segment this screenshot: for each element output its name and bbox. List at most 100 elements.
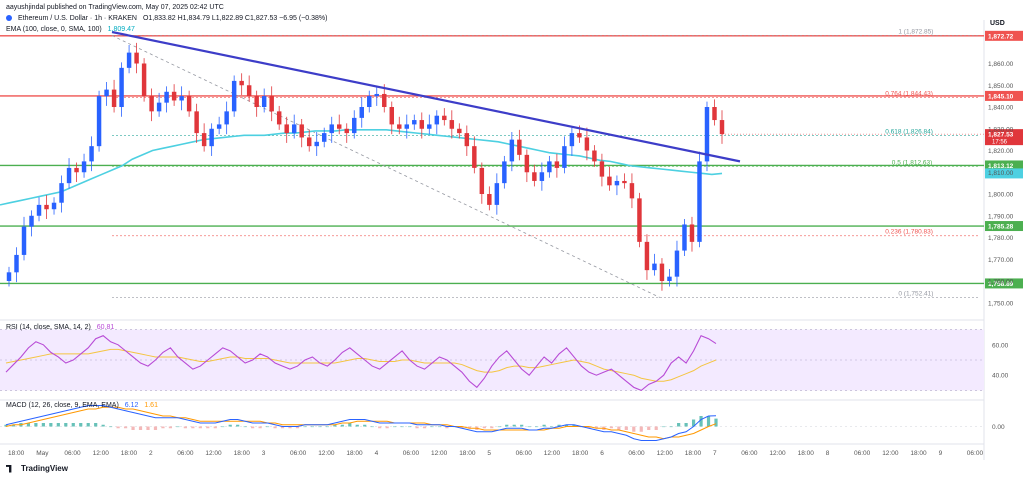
time-tick-label: 3 xyxy=(262,450,266,457)
macd-histogram-bar xyxy=(206,426,210,429)
candle-body xyxy=(712,107,717,121)
macd-histogram-bar xyxy=(138,426,143,430)
candle-body xyxy=(359,107,364,118)
candle-body xyxy=(614,180,620,186)
candle-body xyxy=(644,241,650,271)
macd-histogram-bar xyxy=(512,424,516,427)
macd-histogram-bar xyxy=(161,426,165,429)
time-tick-label: 12:00 xyxy=(657,450,674,457)
macd-histogram-bar xyxy=(71,423,75,427)
time-tick-label: 06:00 xyxy=(403,450,420,457)
macd-histogram-bar xyxy=(86,423,90,427)
candle-body xyxy=(276,111,282,125)
level-price-label: 1,845.10 xyxy=(988,93,1014,100)
fib-diagonal xyxy=(111,35,661,298)
macd-histogram-bar xyxy=(505,424,509,427)
trendline[interactable] xyxy=(111,30,741,163)
macd-histogram-bar xyxy=(56,423,60,427)
candle-body xyxy=(449,120,455,129)
macd-histogram-bar xyxy=(415,426,419,429)
macd-histogram-bar xyxy=(535,426,539,428)
time-tick-label: 9 xyxy=(939,450,943,457)
candle-body xyxy=(494,183,500,205)
ema-label[interactable]: EMA (100, close, 0, SMA, 100) xyxy=(6,26,102,33)
time-tick-label: 12:00 xyxy=(882,450,899,457)
candle-body xyxy=(562,146,567,168)
symbol-text[interactable]: Ethereum / U.S. Dollar · 1h · KRAKEN xyxy=(17,15,137,22)
price-tick-label: 1,750.00 xyxy=(988,300,1014,307)
candle-body xyxy=(367,96,372,108)
candle-body xyxy=(254,96,259,108)
price-tick-label: 1,800.00 xyxy=(988,192,1014,199)
candle-body xyxy=(457,128,462,134)
time-tick-label: 7 xyxy=(713,450,717,457)
candle-body xyxy=(284,124,289,134)
candle-body xyxy=(704,107,710,162)
ema-value: 1,809.47 xyxy=(107,26,135,33)
macd-histogram-bar xyxy=(542,424,546,427)
candle-body xyxy=(682,224,687,251)
candle-body xyxy=(554,161,560,168)
macd-histogram-bar xyxy=(378,426,382,429)
macd-histogram-bar xyxy=(557,424,561,427)
macd-histogram-bar xyxy=(662,426,666,428)
candle-body xyxy=(539,172,545,181)
macd-histogram-bar xyxy=(677,423,681,427)
candle-body xyxy=(524,154,530,173)
time-tick-label: 06:00 xyxy=(628,450,645,457)
time-tick-label: 12:00 xyxy=(93,450,110,457)
candle-body xyxy=(291,124,297,134)
macd-histogram-bar xyxy=(295,426,300,429)
price-axis[interactable]: 1,750.00 1,760.00 1,770.00 1,780.00 1,790.00… xyxy=(988,61,1014,307)
candle-body xyxy=(299,124,304,138)
macd-histogram-bar xyxy=(325,426,329,428)
time-tick-label: 18:00 xyxy=(572,450,589,457)
time-tick-label: 18:00 xyxy=(8,450,25,457)
candle-body xyxy=(209,128,214,147)
candle-body xyxy=(502,161,507,184)
price-tick-label: 1,850.00 xyxy=(988,83,1014,90)
level-price-label: 1,785.28 xyxy=(988,224,1014,231)
time-tick-label: 18:00 xyxy=(459,450,476,457)
macd-histogram-bar xyxy=(699,416,703,427)
candle-body xyxy=(6,272,12,282)
time-tick-label: 8 xyxy=(826,450,830,457)
time-axis[interactable]: 18:00 May 06:00 12:00 18:00 2 06:00 12:00 18:00 3… xyxy=(8,450,983,457)
candle-body xyxy=(239,80,244,86)
macd-label[interactable]: MACD (12, 26, close, 9, EMA, EMA) xyxy=(6,402,119,409)
last-price-label: 1,827.53 xyxy=(988,132,1014,139)
macd-histogram-bar xyxy=(251,426,255,429)
candle-body xyxy=(164,91,169,103)
time-tick-label: 06:00 xyxy=(854,450,871,457)
candle-body xyxy=(577,133,582,138)
macd-histogram-bar xyxy=(482,426,486,429)
time-tick-label: 06:00 xyxy=(741,450,758,457)
macd-histogram-bar xyxy=(49,423,53,427)
candle-body xyxy=(21,226,27,255)
time-tick-label: 06:00 xyxy=(290,450,307,457)
candle-body xyxy=(44,204,49,210)
rsi-line xyxy=(5,334,717,392)
macd-legend: MACD (12, 26, close, 9, EMA, EMA) 6.12 1… xyxy=(6,402,162,409)
candle-body xyxy=(321,133,327,142)
time-tick-label: 5 xyxy=(487,450,491,457)
time-tick-label: 18:00 xyxy=(910,450,927,457)
candle-body xyxy=(14,254,19,273)
macd-histogram-bar xyxy=(385,426,389,429)
time-tick-label: 12:00 xyxy=(544,450,561,457)
macd-histogram-bar xyxy=(520,424,524,427)
macd-histogram-bar xyxy=(101,424,105,427)
rsi-label[interactable]: RSI (14, close, SMA, 14, 2) xyxy=(6,324,91,331)
macd-histogram-bar xyxy=(131,426,135,430)
price-tick-label: 1,840.00 xyxy=(988,105,1014,112)
macd-pane: 0.00 xyxy=(0,405,1005,441)
candle-body xyxy=(246,85,252,97)
ema-price-badge xyxy=(985,168,1023,179)
fib-level-label: 0.618 (1,826.84) xyxy=(885,129,933,136)
candle-body xyxy=(472,146,477,168)
time-tick-label: 12:00 xyxy=(318,450,335,457)
time-tick-label: 18:00 xyxy=(121,450,138,457)
macd-histogram-bar xyxy=(497,426,501,428)
